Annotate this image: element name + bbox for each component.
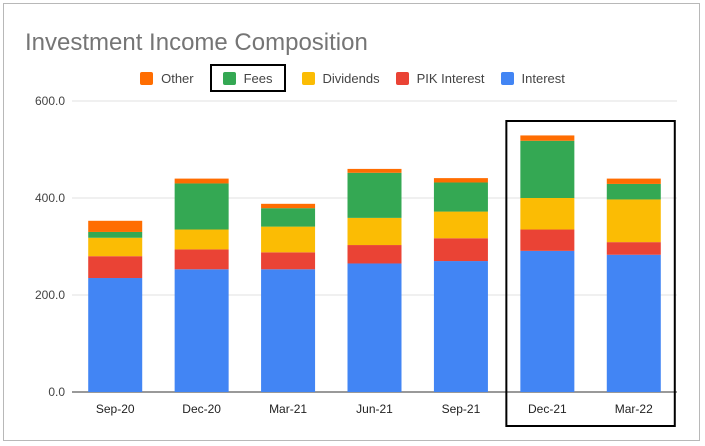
bar-segment-dividends-sep-20 xyxy=(88,237,143,257)
bar-segment-other-dec-21 xyxy=(520,135,575,141)
bar-segment-interest-mar-22 xyxy=(606,254,661,392)
bar-segment-pik-interest-dec-21 xyxy=(520,229,575,251)
bar-segment-pik-interest-mar-22 xyxy=(606,242,661,255)
bar-segment-pik-interest-dec-20 xyxy=(174,249,229,270)
bar-segment-fees-dec-21 xyxy=(520,140,575,198)
bar-segment-other-mar-21 xyxy=(261,203,316,209)
x-tick-label: Dec-20 xyxy=(182,402,221,416)
x-tick-label: Mar-22 xyxy=(615,402,653,416)
chart-legend: Other Fees Dividends PIK Interest Interest xyxy=(4,64,701,92)
bar-segment-dividends-mar-22 xyxy=(606,199,661,243)
legend-label-interest: Interest xyxy=(521,70,565,86)
x-tick-label: Mar-21 xyxy=(269,402,307,416)
x-tick-label: Dec-21 xyxy=(528,402,567,416)
y-tick-label: 400.0 xyxy=(35,191,65,205)
bar-segment-interest-sep-20 xyxy=(88,278,143,392)
legend-swatch-dividends xyxy=(301,71,315,85)
legend-label-pik-interest: PIK Interest xyxy=(416,70,485,86)
legend-item-other[interactable]: Other xyxy=(140,64,194,92)
bar-segment-interest-dec-21 xyxy=(520,250,575,392)
bar-segment-other-mar-22 xyxy=(606,178,661,184)
legend-swatch-pik-interest xyxy=(395,71,409,85)
legend-label-other: Other xyxy=(161,70,194,86)
bar-segment-fees-mar-22 xyxy=(606,183,661,200)
bar-segment-dividends-dec-21 xyxy=(520,198,575,230)
bar-segment-interest-sep-21 xyxy=(433,261,488,392)
legend-item-pik-interest[interactable]: PIK Interest xyxy=(395,64,485,92)
bar-segment-interest-jun-21 xyxy=(347,263,402,392)
bar-segment-other-jun-21 xyxy=(347,168,402,173)
bar-segment-interest-mar-21 xyxy=(261,269,316,392)
bar-segment-other-dec-20 xyxy=(174,178,229,184)
bar-segment-fees-dec-20 xyxy=(174,183,229,230)
x-tick-label: Jun-21 xyxy=(356,402,393,416)
bar-segment-fees-mar-21 xyxy=(261,208,316,227)
y-tick-label: 200.0 xyxy=(35,288,65,302)
legend-label-fees: Fees xyxy=(243,70,273,86)
legend-item-fees[interactable]: Fees xyxy=(209,64,286,92)
bar-segment-pik-interest-sep-20 xyxy=(88,256,143,279)
x-tick-label: Sep-20 xyxy=(96,402,135,416)
plot-area: 0.0 200.0 400.0 600.0 Sep-20 Dec-20 Mar-21 Jun-… xyxy=(35,94,677,427)
x-tick-label: Sep-21 xyxy=(442,402,481,416)
y-tick-label: 0.0 xyxy=(48,385,65,399)
highlight-box-annotation xyxy=(505,120,676,427)
bar-segment-dividends-mar-21 xyxy=(261,226,316,253)
legend-label-dividends: Dividends xyxy=(322,70,380,86)
chart-frame: Investment Income Composition Other Fees D… xyxy=(3,3,700,441)
chart-title: Investment Income Composition xyxy=(25,29,368,56)
bar-segment-other-sep-20 xyxy=(88,220,143,232)
legend-swatch-interest xyxy=(500,71,514,85)
bar-segment-fees-jun-21 xyxy=(347,172,402,218)
bar-segment-fees-sep-21 xyxy=(433,182,488,212)
legend-item-interest[interactable]: Interest xyxy=(500,64,565,92)
y-tick-label: 600.0 xyxy=(35,94,65,108)
legend-swatch-fees xyxy=(222,71,236,85)
bar-segment-interest-dec-20 xyxy=(174,269,229,392)
bar-segment-pik-interest-sep-21 xyxy=(433,238,488,262)
legend-swatch-other xyxy=(140,71,154,85)
bar-segment-fees-sep-20 xyxy=(88,231,143,238)
bar-segment-pik-interest-mar-21 xyxy=(261,252,316,270)
legend-item-dividends[interactable]: Dividends xyxy=(301,64,380,92)
bar-segment-dividends-sep-21 xyxy=(433,211,488,239)
bar-segment-dividends-dec-20 xyxy=(174,229,229,250)
bar-segment-other-sep-21 xyxy=(433,178,488,183)
bar-segment-pik-interest-jun-21 xyxy=(347,245,402,264)
bar-segment-dividends-jun-21 xyxy=(347,217,402,246)
